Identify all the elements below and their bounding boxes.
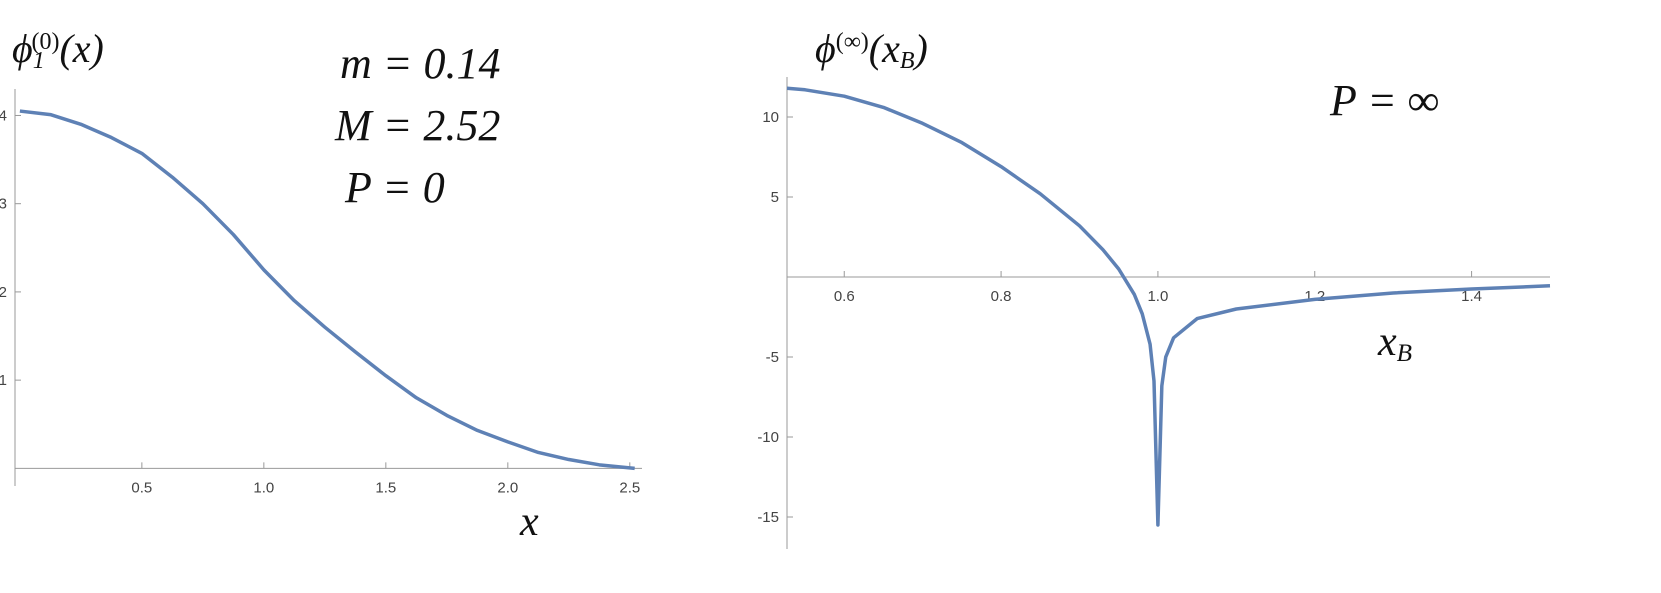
x-tick-label: 1.5: [375, 479, 396, 496]
axis-label: ϕ(∞)(xB): [815, 26, 928, 74]
y-tick-label: 4: [0, 107, 7, 124]
label-part: (0): [32, 29, 60, 55]
x-tick-label: 2.5: [619, 479, 640, 496]
x-tick-label: 1.0: [1147, 288, 1168, 305]
annotation: m = 0.14: [340, 39, 500, 88]
y-tick-label: 3: [0, 196, 7, 213]
label-part: 1: [33, 48, 45, 74]
label-part: x: [519, 499, 539, 545]
y-tick-label: -15: [757, 509, 779, 526]
label-part: (∞): [836, 29, 869, 55]
y-tick-label: 5: [771, 189, 779, 206]
y-tick-label: -10: [757, 429, 779, 446]
label-part: ϕ: [12, 26, 33, 71]
x-tick-label: 1.0: [253, 479, 274, 496]
axis-label: x: [519, 499, 539, 545]
label-part: (x: [869, 26, 900, 71]
label-part: x: [1377, 319, 1397, 365]
annotation: M = 2.52: [334, 101, 500, 150]
label-part: (x): [59, 26, 103, 71]
y-tick-label: 1: [0, 372, 7, 389]
annotation: P = 0: [344, 163, 445, 212]
label-part: B: [1397, 340, 1412, 367]
x-tick-label: 2.0: [497, 479, 518, 496]
x-tick-label: 0.5: [131, 479, 152, 496]
data-line: [786, 86, 1551, 527]
x-tick-label: 0.6: [834, 288, 855, 305]
label-part: B: [900, 48, 915, 74]
annotation: P = ∞: [1329, 76, 1439, 125]
axis-label: ϕ1(0)(x): [12, 26, 104, 74]
y-tick-label: 2: [0, 284, 7, 301]
data-line: [19, 109, 635, 471]
x-tick-label: 1.2: [1304, 288, 1325, 305]
y-tick-label: -5: [766, 349, 779, 366]
y-tick-label: 10: [762, 109, 779, 126]
label-part: ): [913, 26, 928, 71]
x-tick-label: 0.8: [991, 288, 1012, 305]
x-tick-label: 1.4: [1461, 288, 1482, 305]
axis-label: xB: [1377, 319, 1412, 367]
label-part: ϕ: [815, 26, 836, 71]
